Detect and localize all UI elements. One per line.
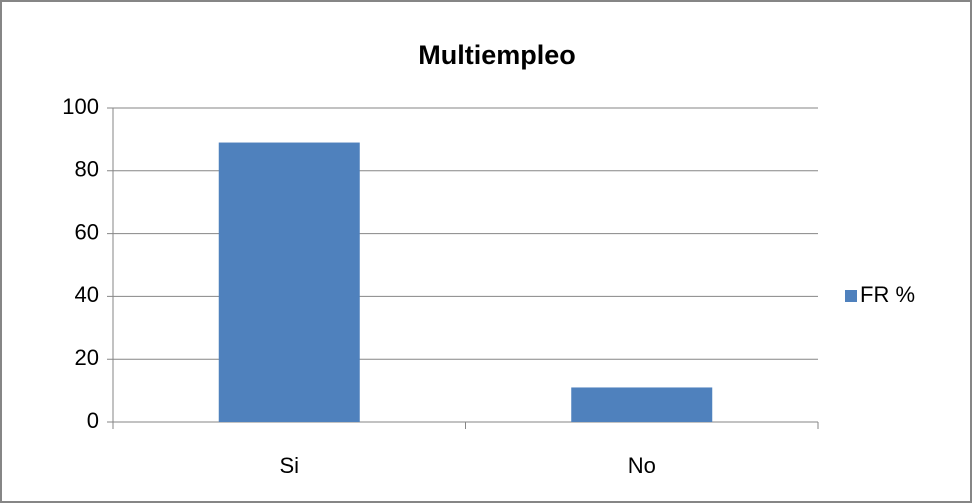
bar bbox=[571, 387, 713, 422]
y-tick-label: 100 bbox=[62, 94, 99, 119]
y-tick-label: 40 bbox=[75, 282, 99, 307]
legend-label: FR % bbox=[860, 282, 915, 307]
chart-title: Multiempleo bbox=[418, 40, 576, 70]
bar bbox=[218, 142, 360, 423]
y-tick-label: 20 bbox=[75, 345, 99, 370]
legend-swatch bbox=[845, 290, 857, 302]
x-tick-label: Si bbox=[279, 453, 299, 478]
y-tick-label: 60 bbox=[75, 219, 99, 244]
x-tick-label: No bbox=[628, 453, 656, 478]
y-tick-label: 0 bbox=[87, 408, 99, 433]
y-tick-label: 80 bbox=[75, 157, 99, 182]
